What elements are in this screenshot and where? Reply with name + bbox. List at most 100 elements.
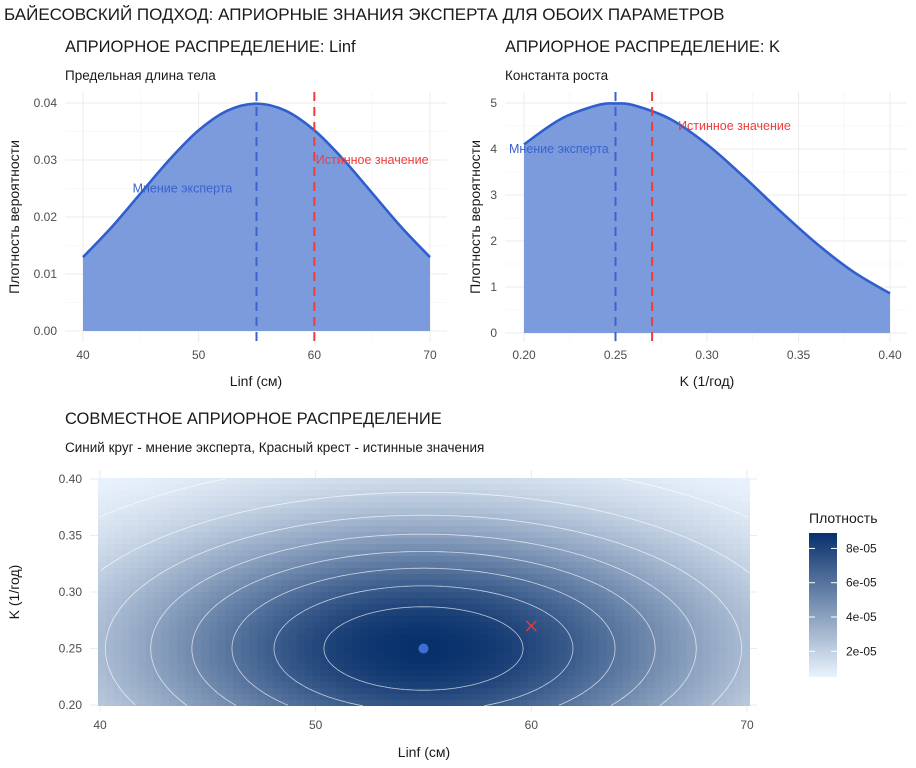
heatmap-cell xyxy=(113,688,123,695)
heatmap-cell xyxy=(543,478,552,485)
heatmap-cell xyxy=(304,562,314,569)
heatmap-cell xyxy=(272,562,282,569)
heatmap-cell xyxy=(662,562,672,569)
heatmap-cell xyxy=(304,490,314,497)
heatmap-cell xyxy=(495,502,505,509)
heatmap-cell xyxy=(105,556,115,563)
x-tick-label: 0.30 xyxy=(695,348,719,362)
heatmap-cell xyxy=(559,682,568,689)
heatmap-cell xyxy=(129,682,139,689)
heatmap-cell xyxy=(384,592,393,599)
heatmap-cell xyxy=(153,496,163,503)
heatmap-cell xyxy=(257,490,266,497)
heatmap-cell xyxy=(113,604,123,611)
heatmap-cell xyxy=(217,550,226,557)
heatmap-cell xyxy=(153,574,163,581)
heatmap-cell xyxy=(718,664,727,671)
heatmap-cell xyxy=(598,562,608,569)
heatmap-cell xyxy=(543,682,552,689)
heatmap-cell xyxy=(408,562,417,569)
heatmap-cell xyxy=(105,580,115,587)
heatmap-cell xyxy=(567,532,576,539)
heatmap-cell xyxy=(734,640,743,647)
heatmap-cell xyxy=(463,556,473,563)
heatmap-cell xyxy=(535,604,544,611)
heatmap-cell xyxy=(670,640,680,647)
heatmap-cell xyxy=(511,610,521,617)
heatmap-cell xyxy=(734,538,743,545)
heatmap-cell xyxy=(280,490,290,497)
heatmap-cell xyxy=(598,688,608,695)
heatmap-cell xyxy=(471,622,481,629)
heatmap-cell xyxy=(686,640,695,647)
heatmap-cell xyxy=(511,658,521,665)
heatmap-cell xyxy=(742,628,750,635)
heatmap-cell xyxy=(447,616,457,623)
heatmap-cell xyxy=(280,610,290,617)
heatmap-cell xyxy=(344,616,354,623)
heatmap-cell xyxy=(535,484,544,491)
heatmap-cell xyxy=(567,652,576,659)
heatmap-cell xyxy=(288,556,298,563)
heatmap-cell xyxy=(654,664,664,671)
heatmap-cell xyxy=(646,550,656,557)
heatmap-cell xyxy=(686,568,695,575)
heatmap-cell xyxy=(543,538,552,545)
heatmap-cell xyxy=(702,496,711,503)
heatmap-cell xyxy=(384,580,393,587)
heatmap-cell xyxy=(376,682,385,689)
heatmap-cell xyxy=(201,586,210,593)
heatmap-cell xyxy=(575,484,584,491)
heatmap-cell xyxy=(153,550,163,557)
heatmap-cell xyxy=(336,532,346,539)
heatmap-cell xyxy=(638,652,648,659)
heatmap-cell xyxy=(654,658,664,665)
heatmap-cell xyxy=(511,652,521,659)
heatmap-cell xyxy=(463,562,473,569)
heatmap-cell xyxy=(408,490,417,497)
heatmap-cell xyxy=(368,538,377,545)
heatmap-cell xyxy=(137,478,147,485)
heatmap-cell xyxy=(598,544,608,551)
heatmap-cell xyxy=(416,586,425,593)
heatmap-cell xyxy=(455,616,465,623)
heatmap-cell xyxy=(129,574,139,581)
heatmap-cell xyxy=(511,544,521,551)
heatmap-cell xyxy=(392,490,401,497)
heatmap-cell xyxy=(622,484,632,491)
heatmap-cell xyxy=(527,628,536,635)
heatmap-cell xyxy=(638,568,648,575)
heatmap-cell xyxy=(670,610,680,617)
heatmap-cell xyxy=(145,538,155,545)
heatmap-cell xyxy=(431,502,441,509)
heatmap-cell xyxy=(145,550,155,557)
heatmap-cell xyxy=(734,700,743,706)
heatmap-cell xyxy=(726,514,735,521)
heatmap-cell xyxy=(105,544,115,551)
heatmap-cell xyxy=(225,622,234,629)
heatmap-cell xyxy=(368,562,377,569)
heatmap-cell xyxy=(718,670,727,677)
heatmap-cell xyxy=(416,544,425,551)
heatmap-cell xyxy=(352,658,361,665)
heatmap-cell xyxy=(519,526,528,533)
heatmap-cell xyxy=(686,526,695,533)
heatmap-cell xyxy=(360,562,369,569)
heatmap-cell xyxy=(479,604,489,611)
heatmap-cell xyxy=(455,604,465,611)
heatmap-cell xyxy=(360,658,369,665)
heatmap-cell xyxy=(272,622,282,629)
heatmap-cell xyxy=(718,532,727,539)
heatmap-cell xyxy=(264,604,274,611)
heatmap-cell xyxy=(455,610,465,617)
heatmap-cell xyxy=(169,544,179,551)
heatmap-cell xyxy=(201,604,210,611)
heatmap-cell xyxy=(503,478,513,485)
heatmap-cell xyxy=(233,586,242,593)
heatmap-cell xyxy=(638,628,648,635)
heatmap-cell xyxy=(455,556,465,563)
heatmap-cell xyxy=(376,508,385,515)
heatmap-cell xyxy=(519,574,528,581)
heatmap-cell xyxy=(559,490,568,497)
heatmap-cell xyxy=(527,574,536,581)
